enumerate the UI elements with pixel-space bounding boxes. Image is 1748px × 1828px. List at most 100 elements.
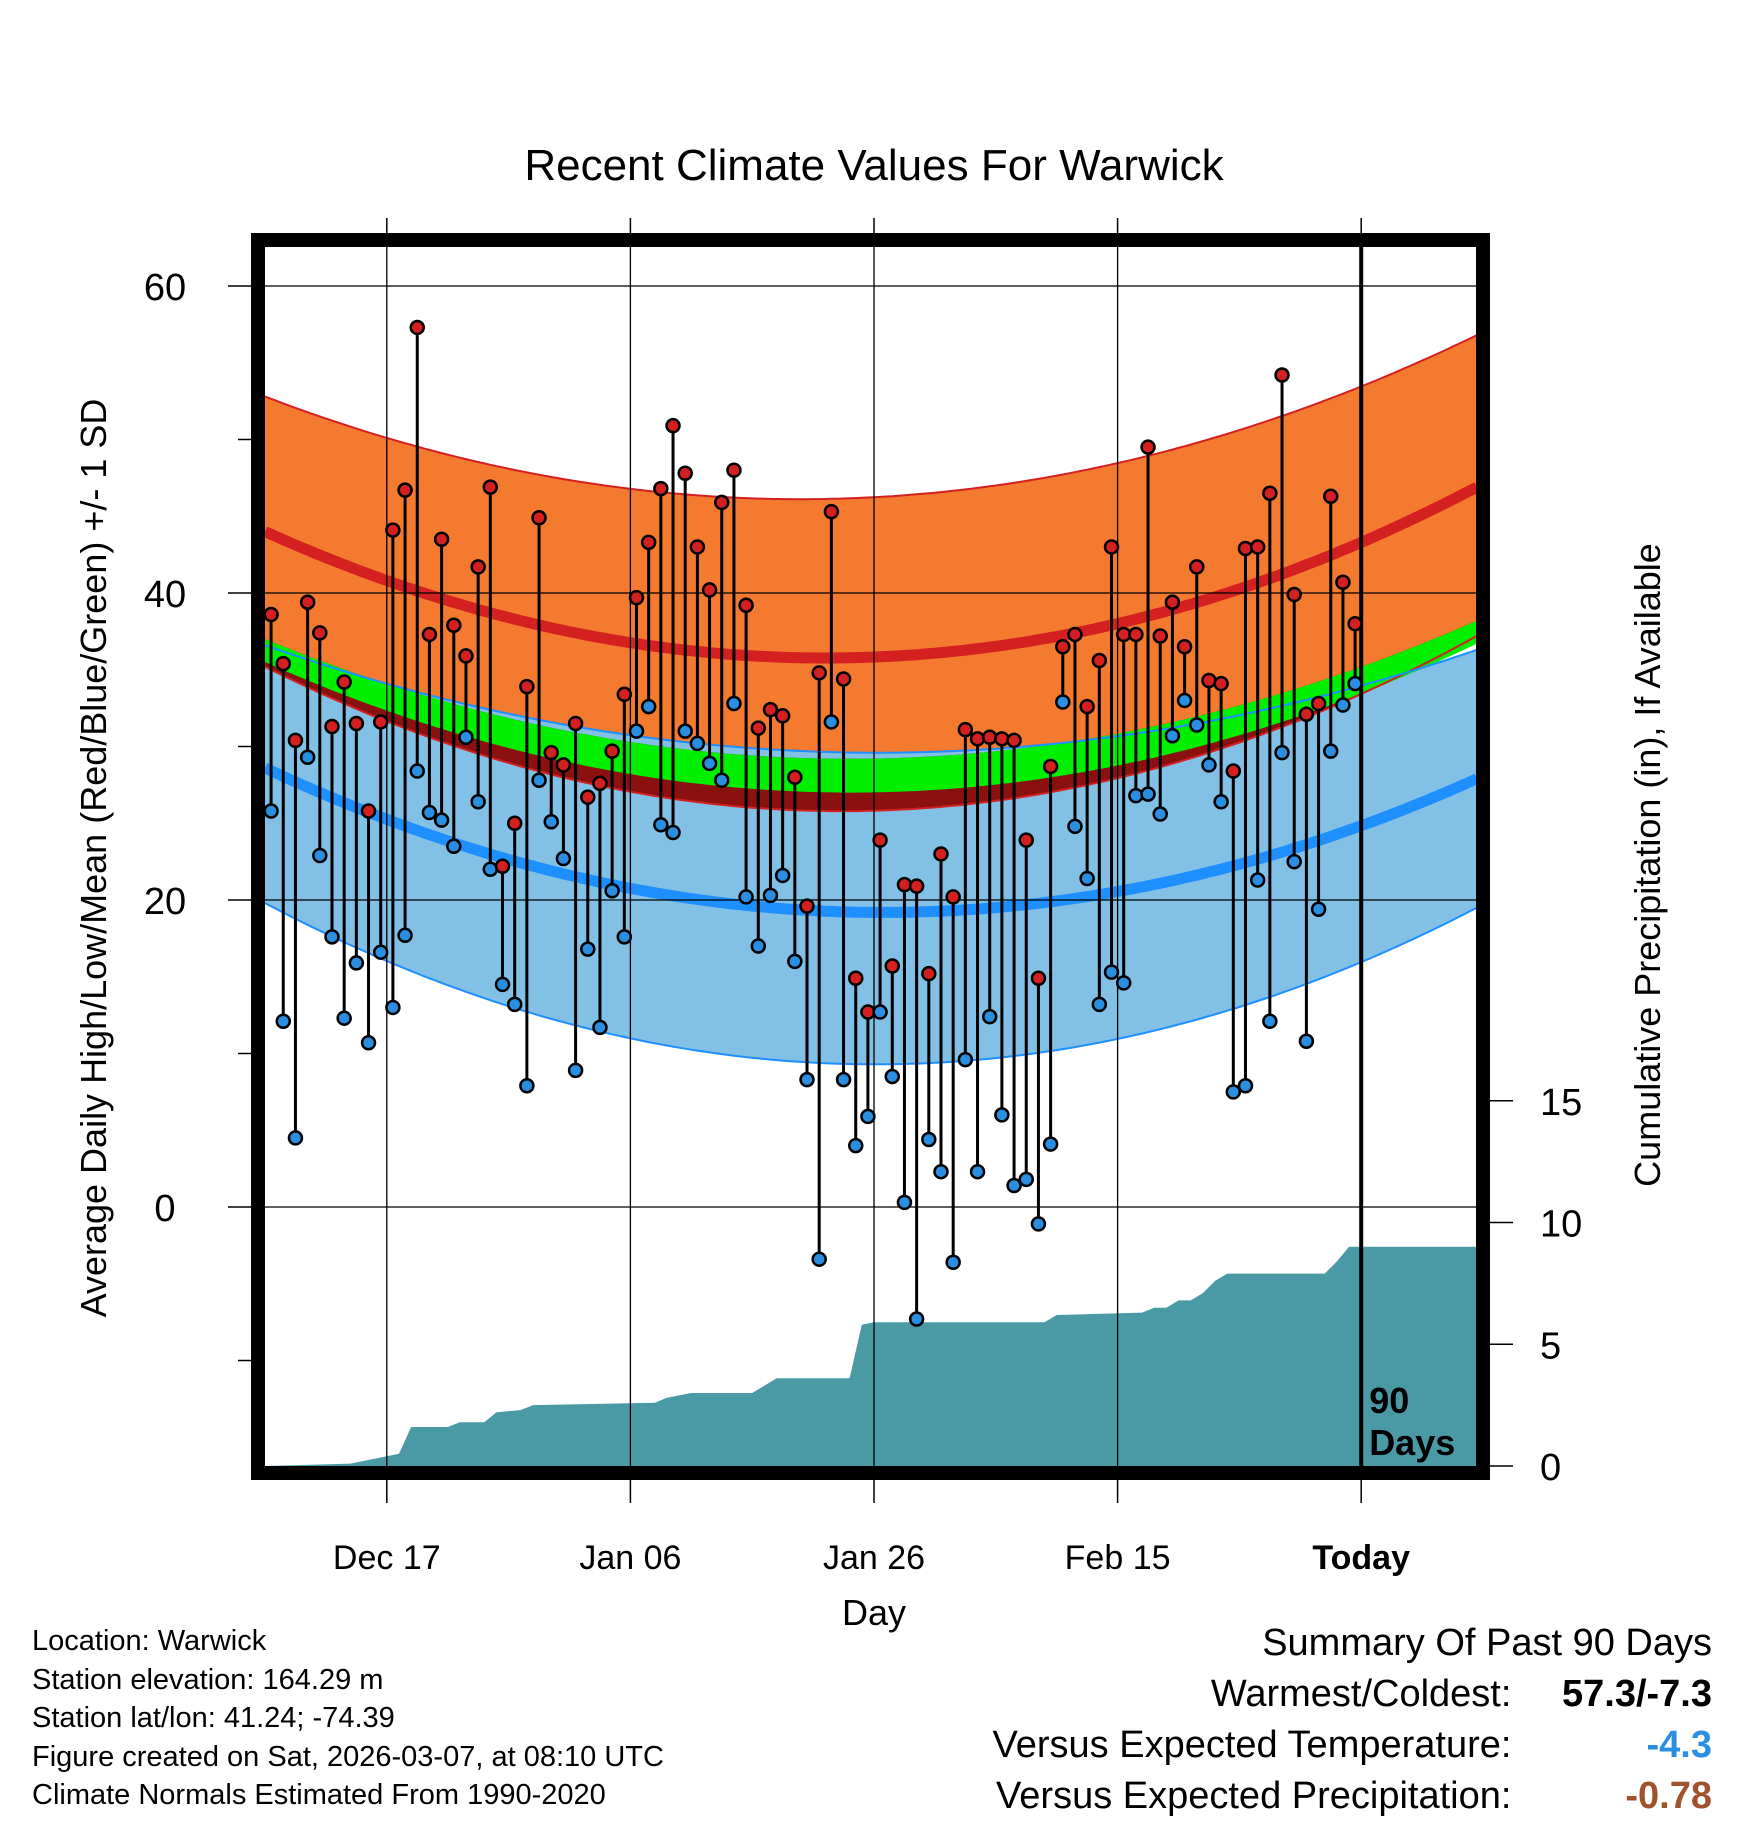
low-point [1262, 1013, 1278, 1030]
high-point [531, 510, 547, 526]
period-label-number: 90 [1369, 1380, 1409, 1421]
low-point [750, 938, 767, 954]
summary-warmest-row: Warmest/Coldest: 57.3/-7.3 [993, 1669, 1712, 1720]
high-upper-line [264, 334, 1478, 501]
low-point [1164, 728, 1181, 744]
high-point [372, 714, 389, 730]
high-point [1286, 586, 1302, 603]
high-point [884, 958, 901, 974]
high-point [555, 757, 572, 773]
low-lower-line [264, 902, 1478, 1066]
warmest-label: Warmest/Coldest: [1210, 1673, 1512, 1715]
low-point [823, 714, 840, 730]
high-point [1323, 488, 1339, 505]
high-point [1079, 698, 1095, 715]
high-point [714, 494, 730, 511]
high-point [592, 775, 608, 792]
summary-temp-row: Versus Expected Temperature: -4.3 [993, 1720, 1712, 1771]
low-point [409, 763, 425, 779]
low-point [1249, 872, 1266, 888]
y2-tick-label: 0 [1540, 1447, 1561, 1489]
low-point [494, 976, 511, 993]
y2-tick-label: 15 [1540, 1082, 1582, 1124]
high-point [312, 625, 328, 641]
low-point [1140, 786, 1156, 802]
low-point [372, 944, 389, 960]
high-point [1249, 539, 1266, 555]
high-point [446, 617, 462, 633]
low-point [1103, 964, 1120, 980]
low-point [1006, 1177, 1022, 1194]
high-point [397, 482, 413, 498]
low-point [908, 1311, 925, 1327]
high-point [409, 319, 425, 336]
low-point [811, 1251, 827, 1267]
high-point [1237, 540, 1254, 557]
high-point [701, 582, 718, 598]
high-point [847, 970, 864, 987]
low-point [677, 723, 693, 739]
low-point [446, 838, 462, 855]
low-point [1055, 694, 1071, 710]
high-point [1262, 485, 1278, 501]
high-point [1006, 732, 1022, 749]
y-tick-label: 20 [144, 881, 186, 923]
low-point [421, 804, 438, 821]
low-point [604, 883, 620, 899]
high-point [799, 898, 815, 914]
high-point [908, 878, 925, 894]
low-point [665, 824, 681, 841]
precip-label: Versus Expected Precipitation: [996, 1775, 1512, 1817]
location-text: Location: Warwick [32, 1625, 267, 1657]
y-tick-label: 60 [144, 267, 186, 309]
x-tick-label: Feb 15 [1065, 1539, 1171, 1577]
high-point [1201, 672, 1217, 689]
low-point [653, 817, 669, 833]
high-point [628, 589, 645, 606]
high-point [1030, 970, 1047, 987]
low-point [263, 803, 279, 819]
low-mean-line [262, 763, 1480, 918]
normals-text: Climate Normals Estimated From 1990-2020 [32, 1779, 606, 1811]
low-point [860, 1108, 876, 1125]
low-point [1189, 717, 1205, 733]
low-point [1335, 697, 1351, 713]
summary-panel: Summary Of Past 90 Days Warmest/Coldest:… [993, 1618, 1712, 1822]
summary-precip-row: Versus Expected Precipitation: -0.78 [993, 1771, 1712, 1822]
y-tick-label: 0 [154, 1188, 175, 1230]
high-point [567, 715, 584, 732]
low-point [981, 1008, 998, 1025]
low-point [385, 999, 401, 1016]
high-point [1310, 695, 1327, 712]
low-point [336, 1010, 352, 1026]
low-point [933, 1163, 949, 1180]
x-tick-label: Jan 06 [579, 1539, 681, 1577]
high-point [774, 708, 791, 724]
high-point [933, 846, 949, 862]
temp-label: Versus Expected Temperature: [992, 1724, 1512, 1766]
x-tick-label: Jan 26 [823, 1539, 925, 1577]
high-point [1213, 675, 1229, 692]
high-point [726, 462, 742, 478]
y2-axis-label: Cumulative Precipitation (in), If Availa… [1627, 543, 1668, 1187]
low-point [689, 735, 706, 752]
x-tick-label: Today [1312, 1539, 1410, 1577]
low-point [287, 1130, 304, 1146]
low-point [567, 1062, 584, 1079]
high-point [921, 965, 937, 982]
low-point [1347, 675, 1363, 692]
high-point [896, 876, 913, 893]
y-axis-label: Average Daily High/Low/Mean (Red/Blue/Gr… [73, 399, 114, 1318]
high-point [738, 597, 754, 614]
temp-value: -4.3 [1646, 1724, 1712, 1766]
precip-value: -0.78 [1625, 1775, 1712, 1817]
y2-tick-label: 5 [1540, 1325, 1561, 1367]
high-point [1335, 574, 1351, 591]
x-axis-label: Day [842, 1592, 906, 1633]
low-point [1030, 1216, 1047, 1232]
latlon-text: Station lat/lon: 41.24; -74.39 [32, 1702, 395, 1734]
created-text: Figure created on Sat, 2026-03-07, at 08… [32, 1740, 664, 1773]
low-point [847, 1137, 864, 1154]
mean-normal-line [265, 620, 1477, 793]
